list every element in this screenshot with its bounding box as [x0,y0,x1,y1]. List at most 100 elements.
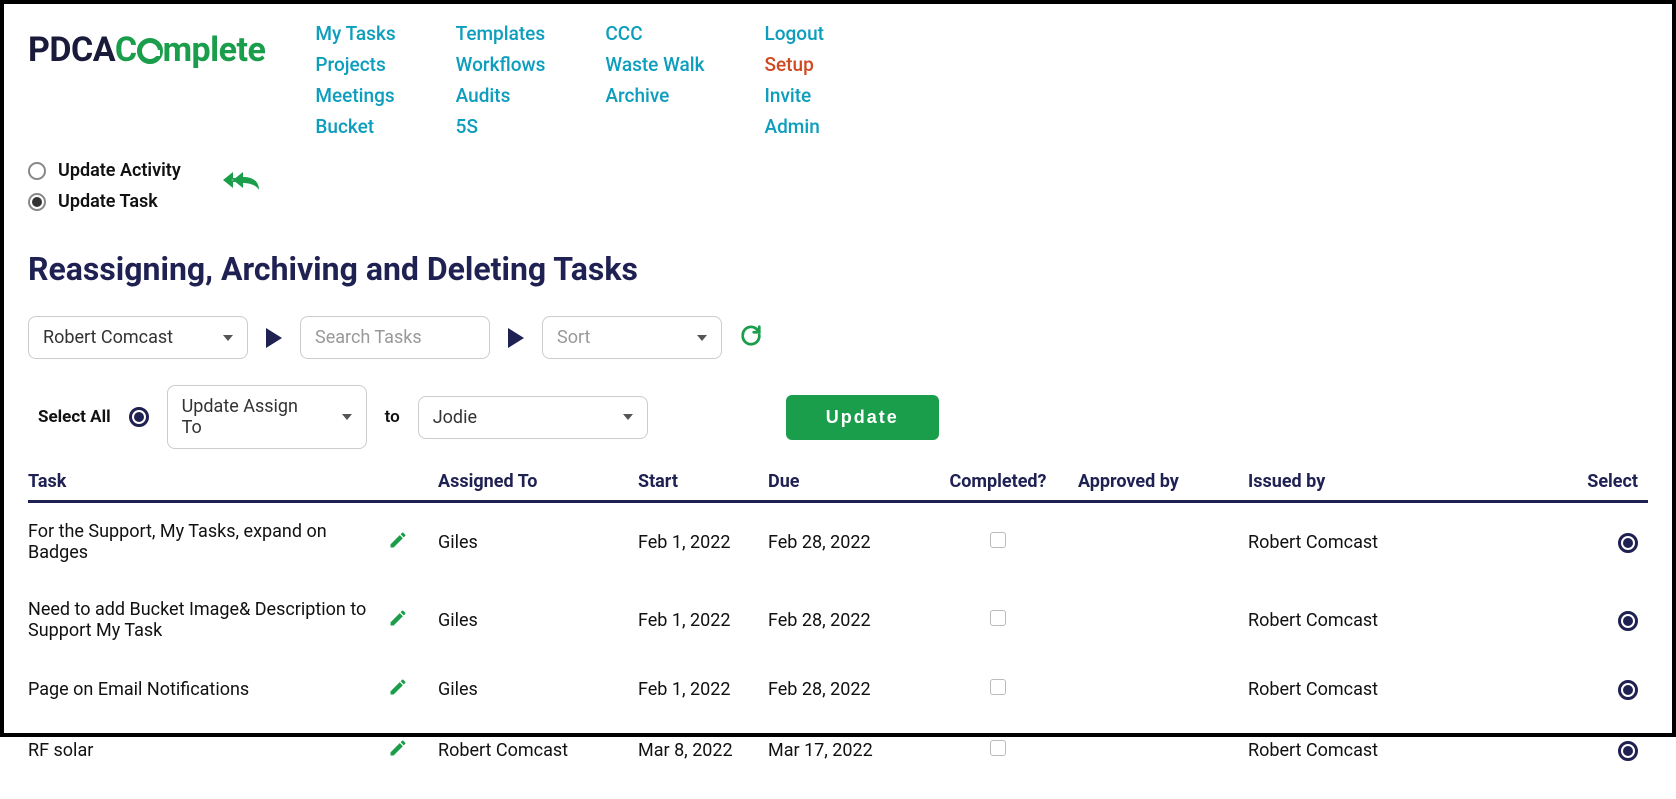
table-row: Page on Email NotificationsGilesFeb 1, 2… [28,659,1648,720]
cell-select [1468,740,1648,761]
assignee-select[interactable]: Jodie [418,396,648,439]
row-select-toggle[interactable] [1618,611,1638,631]
header: PDCACmplete My Tasks Projects Meetings Buck… [28,22,1648,138]
top-nav: My Tasks Projects Meetings Bucket Templates… [315,22,824,138]
bulk-action-row: Select All Update Assign To to Jodie Upd… [28,385,1648,449]
nav-link-waste-walk[interactable]: Waste Walk [605,53,704,76]
nav-link-archive[interactable]: Archive [605,84,704,107]
table-body: For the Support, My Tasks, expand on Bad… [28,503,1648,781]
select-all-toggle[interactable] [129,407,149,427]
row-select-toggle[interactable] [1618,533,1638,553]
nav-link-bucket[interactable]: Bucket [315,115,395,138]
cell-start: Mar 8, 2022 [638,740,768,761]
assignee-value: Jodie [433,407,477,428]
apply-search-icon[interactable] [508,328,524,348]
table-row: For the Support, My Tasks, expand on Bad… [28,503,1648,581]
row-select-toggle[interactable] [1618,680,1638,700]
cell-select [1468,679,1648,700]
nav-link-invite[interactable]: Invite [765,84,825,107]
mode-label: Update Task [58,191,158,212]
nav-link-setup[interactable]: Setup [765,53,825,76]
user-filter-select[interactable]: Robert Comcast [28,316,248,359]
sort-placeholder: Sort [557,327,590,348]
chevron-down-icon [342,414,352,420]
app-logo: PDCACmplete [28,30,265,70]
radio-icon [28,193,46,211]
cell-assigned: Giles [438,532,638,553]
completed-checkbox[interactable] [990,532,1006,548]
cell-due: Feb 28, 2022 [768,679,918,700]
nav-link-admin[interactable]: Admin [765,115,825,138]
chevron-down-icon [223,335,233,341]
cell-assigned: Robert Comcast [438,740,638,761]
cell-issued: Robert Comcast [1248,532,1468,553]
nav-link-ccc[interactable]: CCC [605,22,704,45]
table-row: Need to add Bucket Image& Description to… [28,581,1648,659]
cell-issued: Robert Comcast [1248,679,1468,700]
radio-icon [28,162,46,180]
cell-task: Need to add Bucket Image& Description to… [28,599,388,641]
nav-link-workflows[interactable]: Workflows [456,53,546,76]
update-button[interactable]: Update [786,395,939,440]
col-task: Task [28,471,388,492]
nav-link-templates[interactable]: Templates [456,22,546,45]
col-due: Due [768,471,918,492]
logo-ring-icon [137,38,163,64]
cell-due: Feb 28, 2022 [768,532,918,553]
nav-link-logout[interactable]: Logout [765,22,825,45]
col-assigned: Assigned To [438,471,638,492]
apply-user-filter-icon[interactable] [266,328,282,348]
row-select-toggle[interactable] [1618,741,1638,761]
search-input[interactable]: Search Tasks [300,316,490,359]
cell-completed [918,610,1078,631]
cell-task: For the Support, My Tasks, expand on Bad… [28,521,388,563]
mode-selector: Update Activity Update Task [28,160,1648,212]
search-placeholder: Search Tasks [315,327,422,348]
table-header: Task Assigned To Start Due Completed? Ap… [28,471,1648,503]
page-title: Reassigning, Archiving and Deleting Task… [28,250,1648,288]
logo-text-2: C [115,30,137,70]
cell-task: Page on Email Notifications [28,679,388,700]
cell-due: Feb 28, 2022 [768,610,918,631]
logo-text-1: PDCA [28,30,115,70]
edit-icon[interactable] [388,678,408,702]
cell-start: Feb 1, 2022 [638,610,768,631]
to-label: to [385,407,400,427]
refresh-icon[interactable] [740,324,762,352]
mode-update-activity[interactable]: Update Activity [28,160,181,181]
cell-completed [918,679,1078,700]
col-completed: Completed? [918,471,1078,492]
col-start: Start [638,471,768,492]
edit-icon[interactable] [388,739,408,763]
completed-checkbox[interactable] [990,679,1006,695]
nav-link-meetings[interactable]: Meetings [315,84,395,107]
cell-select [1468,532,1648,553]
edit-icon[interactable] [388,609,408,633]
cell-issued: Robert Comcast [1248,740,1468,761]
cell-completed [918,532,1078,553]
sort-select[interactable]: Sort [542,316,722,359]
user-filter-value: Robert Comcast [43,327,173,348]
nav-link-5s[interactable]: 5S [456,115,546,138]
select-all-label: Select All [38,407,111,427]
cell-start: Feb 1, 2022 [638,532,768,553]
bulk-action-select[interactable]: Update Assign To [167,385,367,449]
edit-icon[interactable] [388,531,408,555]
completed-checkbox[interactable] [990,740,1006,756]
col-approved: Approved by [1078,471,1248,492]
mode-update-task[interactable]: Update Task [28,191,181,212]
nav-link-projects[interactable]: Projects [315,53,395,76]
tasks-table: Task Assigned To Start Due Completed? Ap… [28,471,1648,781]
cell-issued: Robert Comcast [1248,610,1468,631]
nav-link-audits[interactable]: Audits [456,84,546,107]
col-issued: Issued by [1248,471,1468,492]
cell-assigned: Giles [438,610,638,631]
cell-completed [918,740,1078,761]
col-select: Select [1468,471,1648,492]
nav-link-my-tasks[interactable]: My Tasks [315,22,395,45]
cell-task: RF solar [28,740,388,761]
mode-label: Update Activity [58,160,181,181]
reply-all-icon[interactable] [221,166,261,199]
table-row: RF solarRobert ComcastMar 8, 2022Mar 17,… [28,720,1648,781]
completed-checkbox[interactable] [990,610,1006,626]
